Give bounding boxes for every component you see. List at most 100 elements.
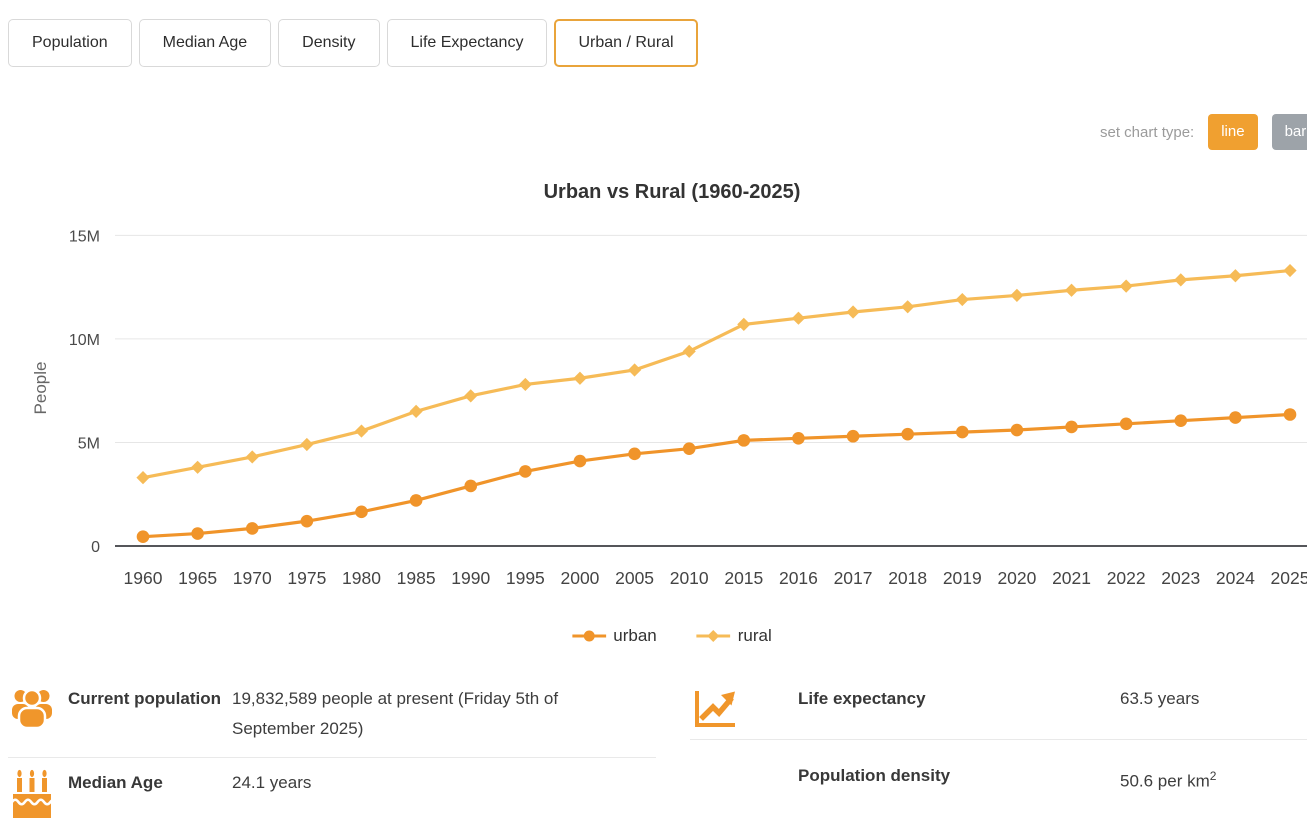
urban-point[interactable] [136,530,150,543]
urban-point[interactable] [846,429,860,443]
urban-point[interactable] [519,465,532,478]
rural-point[interactable] [1064,283,1079,297]
current-population-value: 19,832,589 people at present (Friday 5th… [232,689,559,738]
median-age-value: 24.1 years [232,773,312,792]
life-expectancy-label: Life expectancy [798,689,926,708]
tab-population[interactable]: Population [8,19,132,67]
tab-median-age[interactable]: Median Age [138,19,272,67]
x-tick-label: 2022 [1107,568,1146,588]
urban-point[interactable] [792,432,805,445]
y-tick-label: 0 [91,539,100,556]
urban-point[interactable] [737,434,751,447]
rural-point[interactable] [191,460,205,474]
legend-item-rural[interactable]: rural [696,626,772,646]
info-column-left: Current population 19,832,589 people at … [8,676,656,818]
legend-item-urban[interactable]: urban [572,626,657,646]
urban-point[interactable] [1174,414,1188,428]
life-expectancy-value: 63.5 years [1120,689,1200,708]
x-tick-label: 1990 [451,568,490,588]
metric-tabs: Population Median Age Density Life Expec… [8,19,698,67]
urban-point[interactable] [1065,420,1078,434]
x-tick-label: 2023 [1161,568,1200,588]
rural-point[interactable] [573,371,587,385]
rural-point[interactable] [901,300,915,314]
rural-point[interactable] [737,317,751,332]
rural-point[interactable] [245,450,259,464]
urban-point[interactable] [573,454,587,468]
chart-type-label: set chart type: [1100,123,1195,141]
urban-point[interactable] [245,522,259,535]
chart-title: Urban vs Rural (1960-2025) [543,181,801,203]
rural-point[interactable] [354,424,369,438]
chart-type-line-button[interactable]: line [1208,114,1258,150]
urban-legend-marker-icon [572,628,607,644]
urban-point[interactable] [191,527,204,540]
tab-urban-rural[interactable]: Urban / Rural [554,19,698,67]
current-population-row: Current population 19,832,589 people at … [8,676,656,757]
x-tick-label: 2024 [1216,568,1255,588]
rural-point[interactable] [1010,288,1024,303]
rural-point[interactable] [846,305,860,319]
population-density-value: 50.6 per km2 [1120,769,1217,791]
rural-point[interactable] [409,404,423,418]
current-population-label: Current population [68,689,221,708]
urban-point[interactable] [355,505,368,519]
urban-point[interactable] [1229,411,1242,424]
x-tick-label: 1985 [397,568,436,588]
urban-point[interactable] [464,479,478,493]
rural-point[interactable] [1119,279,1133,293]
x-tick-label: 2025 [1271,568,1307,588]
rural-legend-marker-icon [696,628,731,644]
rural-point[interactable] [1228,269,1242,283]
rural-point[interactable] [1174,273,1188,287]
x-tick-label: 1980 [342,568,381,588]
chart-canvas: 0 5M 10M 15M People 1960 1965 1970 1975 1980 1985 1… [31,228,1307,588]
y-tick-label: 5M [78,435,100,452]
urban-line [142,412,1291,539]
urban-point[interactable] [628,447,641,461]
rural-point[interactable] [955,292,969,307]
x-tick-label: 2019 [943,568,982,588]
rural-point[interactable] [136,471,150,485]
tab-life-expectancy[interactable]: Life Expectancy [386,19,548,67]
x-tick-label: 1960 [124,568,163,588]
urban-point[interactable] [956,425,969,439]
urban-point[interactable] [1010,423,1024,437]
x-tick-label: 2005 [615,568,654,588]
km-squared-superscript: 2 [1209,769,1217,783]
urban-point[interactable] [300,514,314,528]
rural-point[interactable] [682,344,696,358]
life-expectancy-row: Life expectancy 63.5 years [690,676,1307,739]
x-tick-label: 2010 [670,568,709,588]
y-tick-label: 15M [69,228,100,245]
urban-point[interactable] [1119,417,1133,431]
rural-point[interactable] [627,363,642,377]
urban-point[interactable] [1283,408,1297,421]
chart-type-bar-button[interactable]: bar [1271,114,1307,150]
chart-type-control: set chart type: line bar [1100,114,1307,150]
rural-point[interactable] [300,437,314,452]
rural-point[interactable] [1283,263,1297,278]
urban-point[interactable] [682,442,696,455]
y-tick-label: 10M [69,332,100,349]
x-tick-label: 2015 [724,568,763,588]
population-density-row: Population density 50.6 per km2 [690,739,1307,811]
rural-point[interactable] [464,389,478,403]
rural-line [142,268,1291,480]
rural-point[interactable] [791,311,806,325]
x-tick-label: 2020 [997,568,1036,588]
info-column-right: Life expectancy 63.5 years Population de… [690,676,1307,811]
urban-rural-line-chart: 0 5M 10M 15M People 1960 1965 1970 1975 1980 1985 1… [0,160,1307,605]
rural-point[interactable] [518,377,532,392]
chart-legend: urban rural [572,626,772,646]
tab-density[interactable]: Density [278,19,380,67]
x-tick-label: 2017 [834,568,873,588]
x-tick-label: 2000 [560,568,599,588]
legend-label-urban: urban [613,626,657,645]
urban-point[interactable] [901,427,914,441]
urban-point[interactable] [409,494,423,507]
y-axis-title: People [31,362,50,415]
x-tick-label: 2021 [1052,568,1091,588]
median-age-label: Median Age [68,773,163,792]
birthday-cake-icon [8,768,68,818]
